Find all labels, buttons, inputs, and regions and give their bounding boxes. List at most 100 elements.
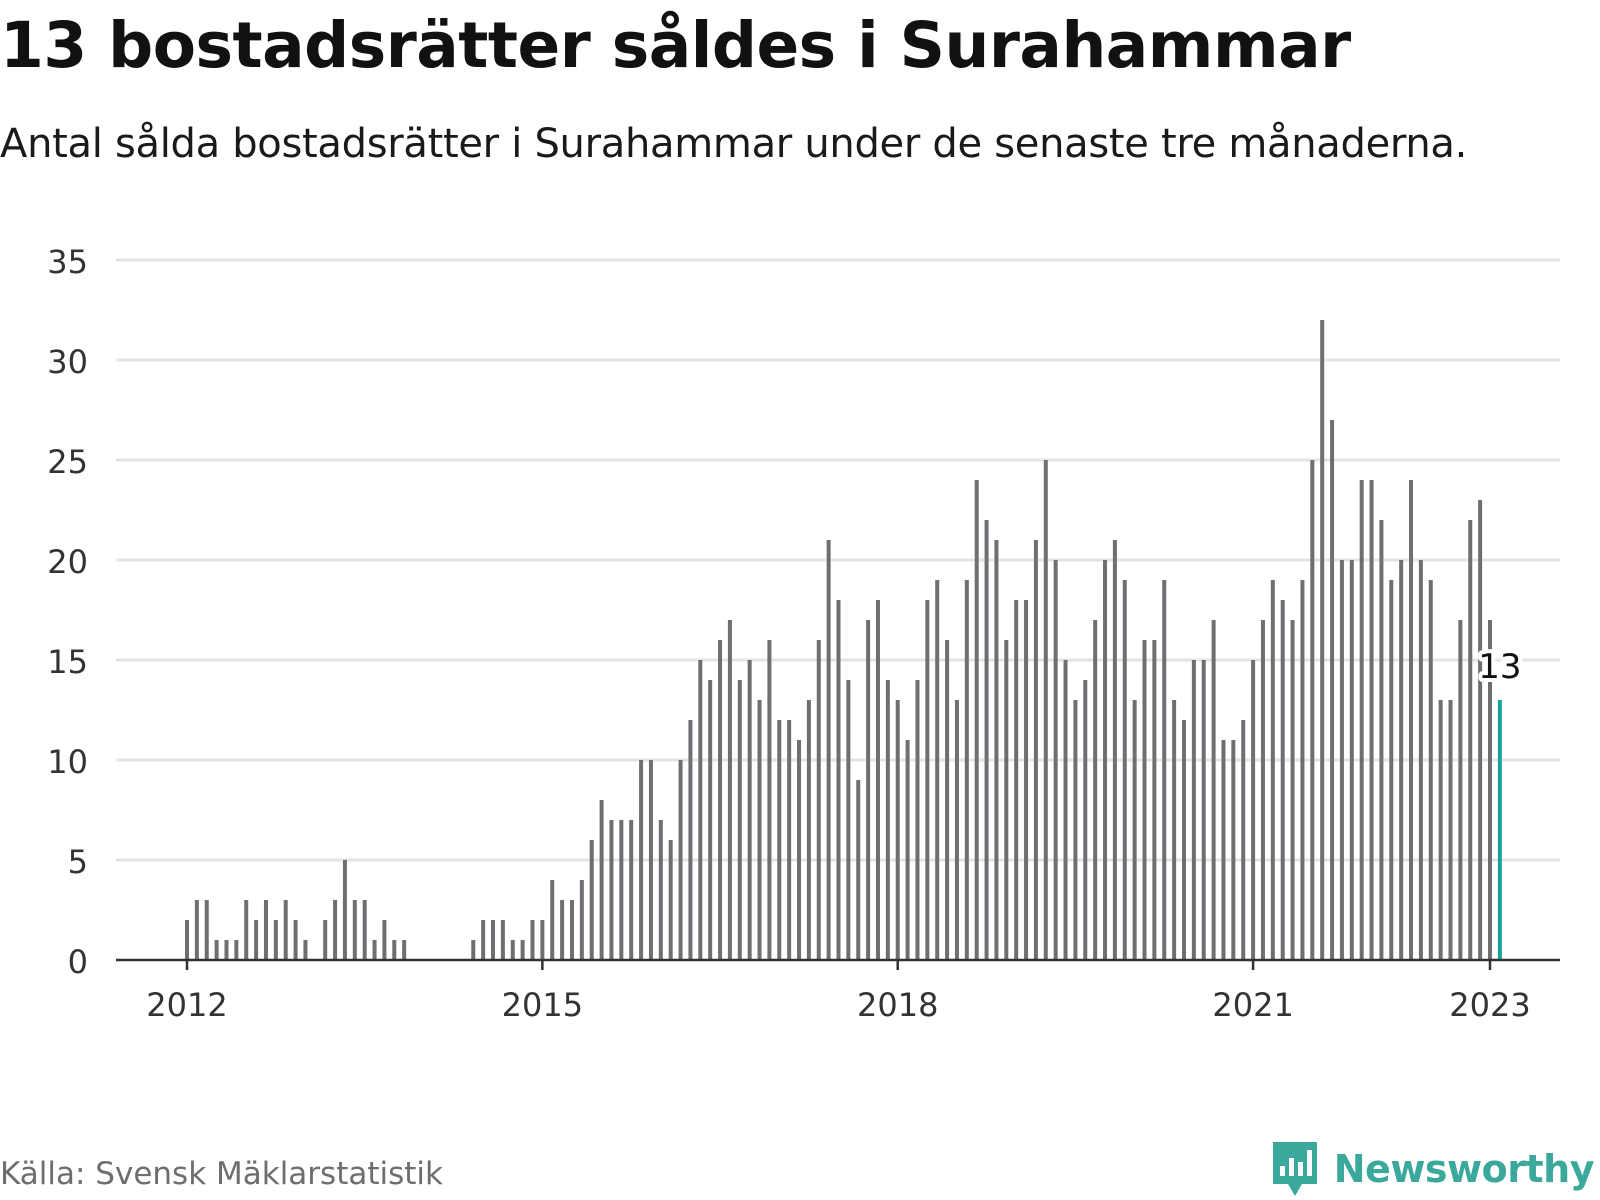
bar — [1260, 620, 1265, 960]
bar — [1349, 560, 1354, 960]
bar — [402, 940, 407, 960]
bar — [1211, 620, 1216, 960]
bar — [1083, 680, 1088, 960]
bar — [1162, 580, 1167, 960]
bar — [875, 600, 880, 960]
bar — [925, 600, 930, 960]
y-tick-label: 20 — [47, 543, 88, 581]
bar — [234, 940, 239, 960]
bar — [639, 760, 644, 960]
bar — [974, 480, 979, 960]
bar — [273, 920, 278, 960]
x-axis: 2012 2015 2018 2021 2023 — [116, 958, 1560, 1020]
bar — [500, 920, 505, 960]
bar — [1033, 540, 1038, 960]
bar — [293, 920, 298, 960]
bar — [994, 540, 999, 960]
bar — [550, 880, 555, 960]
bar — [560, 900, 565, 960]
newsworthy-logo-icon — [1272, 1142, 1317, 1196]
bar — [1251, 660, 1256, 960]
bar — [658, 820, 663, 960]
y-tick-label: 25 — [47, 443, 88, 481]
bar — [905, 740, 910, 960]
bar — [382, 920, 387, 960]
bar — [826, 540, 831, 960]
y-tick-label: 5 — [68, 843, 88, 881]
y-tick-label: 10 — [47, 743, 88, 781]
bar — [244, 900, 249, 960]
bar — [1270, 580, 1275, 960]
bar — [263, 900, 268, 960]
bar — [303, 940, 308, 960]
bar — [540, 920, 545, 960]
bar — [362, 900, 367, 960]
bar — [1290, 620, 1295, 960]
bar — [185, 920, 189, 960]
bar — [757, 700, 762, 960]
bar — [1073, 700, 1078, 960]
bar — [1181, 720, 1186, 960]
bar — [846, 680, 851, 960]
bar — [1004, 640, 1009, 960]
bar — [491, 920, 496, 960]
bar — [945, 640, 950, 960]
y-tick-label: 15 — [47, 643, 88, 681]
bar — [1112, 540, 1117, 960]
bar — [935, 580, 940, 960]
bar — [1339, 560, 1344, 960]
bar — [1418, 560, 1423, 960]
x-tick-label: 2021 — [1212, 986, 1293, 1020]
x-tick-label: 2023 — [1449, 986, 1530, 1020]
bar — [194, 900, 199, 960]
bar — [214, 940, 219, 960]
bar — [954, 700, 959, 960]
x-tick-label: 2015 — [502, 986, 583, 1020]
bar — [767, 640, 772, 960]
bar — [1389, 580, 1394, 960]
bar — [964, 580, 969, 960]
bar — [283, 900, 288, 960]
bar — [737, 680, 742, 960]
bar — [1468, 520, 1473, 960]
bar — [1458, 620, 1463, 960]
bar — [718, 640, 723, 960]
bar — [856, 780, 861, 960]
bar-chart: 0 5 10 15 20 25 30 35 2012 2015 2018 2021 2023 13 — [47, 243, 1560, 1020]
bar — [1191, 660, 1196, 960]
bar — [688, 720, 693, 960]
y-tick-label: 35 — [47, 243, 88, 281]
bar — [254, 920, 259, 960]
bar — [915, 680, 920, 960]
data-labels: 13 — [1474, 643, 1525, 691]
bar — [1369, 480, 1374, 960]
chart-subtitle: Antal sålda bostadsrätter i Surahammar u… — [0, 121, 1468, 167]
bar — [619, 820, 624, 960]
bar — [1231, 740, 1236, 960]
bar — [866, 620, 871, 960]
bar — [727, 620, 732, 960]
bar — [1478, 500, 1483, 960]
bar — [342, 860, 347, 960]
bar — [481, 920, 486, 960]
bar — [1103, 560, 1108, 960]
bar — [1241, 720, 1246, 960]
bar — [1330, 420, 1335, 960]
bar — [1172, 700, 1177, 960]
bar — [1132, 700, 1137, 960]
bar — [1359, 480, 1364, 960]
bar — [797, 740, 802, 960]
bar — [629, 820, 634, 960]
bar — [1448, 700, 1453, 960]
bar — [1053, 560, 1058, 960]
y-tick-label: 30 — [47, 343, 88, 381]
bar — [510, 940, 515, 960]
bar — [1221, 740, 1226, 960]
bar — [579, 880, 584, 960]
bar — [1379, 520, 1384, 960]
bar — [204, 900, 209, 960]
bar — [599, 800, 604, 960]
bar — [1201, 660, 1206, 960]
bar — [787, 720, 792, 960]
bar — [1428, 580, 1433, 960]
